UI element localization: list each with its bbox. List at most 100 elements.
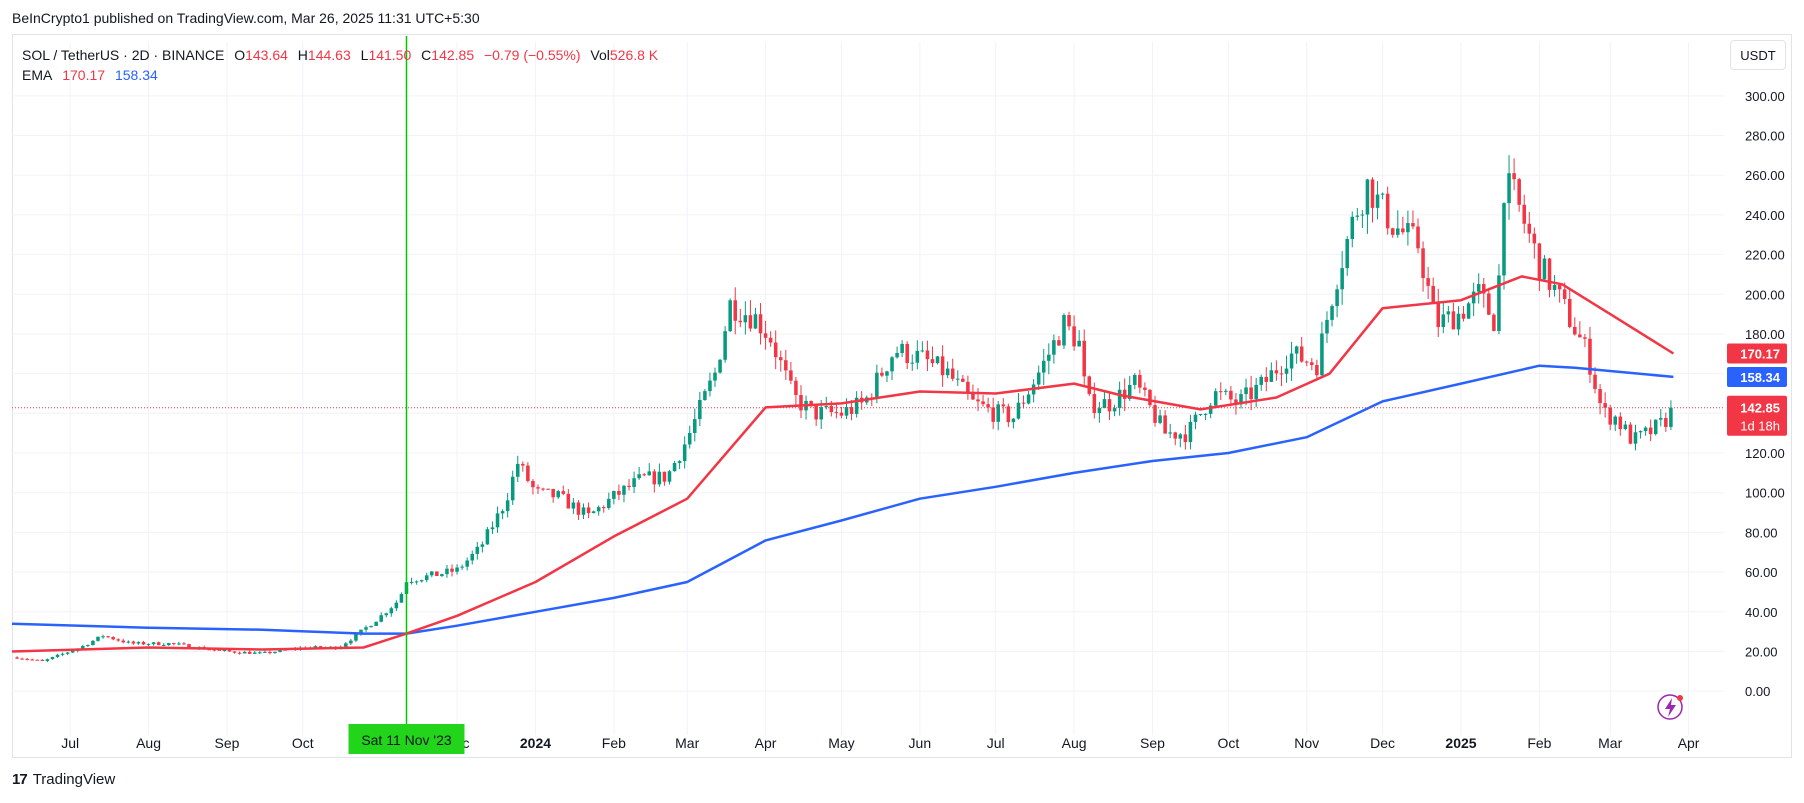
candle-body [440, 574, 444, 577]
candle-body [839, 412, 844, 416]
candle-body [591, 511, 596, 514]
candle-body [1193, 414, 1198, 422]
candle-body [455, 567, 459, 572]
candle-body [1218, 391, 1223, 393]
candle-body [976, 399, 980, 402]
candle-body [364, 627, 368, 630]
candle-body [885, 371, 889, 376]
candle-body [677, 461, 682, 464]
candle-body [465, 560, 469, 567]
publisher-line: BeInCrypto1 published on TradingView.com… [12, 10, 480, 26]
x-tick-label: Jul [987, 735, 1005, 751]
y-tick-label: 280.00 [1745, 129, 1785, 144]
candle-body [1471, 291, 1476, 304]
candle-body [768, 337, 773, 343]
legend-change: −0.79 (−0.55%) [484, 47, 581, 63]
ema-fast-price-label: 170.17 [1740, 346, 1780, 361]
candle-body [1426, 278, 1430, 286]
y-tick-label: 240.00 [1745, 208, 1785, 223]
candle-body [242, 651, 247, 654]
candle-body [571, 502, 576, 509]
currency-button[interactable]: USDT [1730, 40, 1786, 70]
lightning-icon[interactable] [1657, 694, 1683, 720]
ema-slow-price-label: 158.34 [1740, 370, 1781, 385]
legend-close-label: C [421, 47, 432, 63]
candle-body [121, 640, 126, 643]
legend-close-value: 142.85 [431, 47, 475, 63]
candle-body [910, 362, 915, 364]
candle-body [1613, 416, 1618, 425]
candle-body [986, 404, 990, 408]
candle-body [101, 636, 105, 638]
candle-body [1345, 239, 1349, 269]
legend-volume-label: Vol [590, 47, 610, 63]
candle-body [703, 391, 707, 401]
candle-body [1659, 418, 1663, 420]
candle-body [1406, 223, 1410, 233]
candle-body [627, 485, 631, 487]
candle-body [1006, 406, 1011, 423]
ema-slow-line [11, 364, 1674, 635]
candle-body [718, 359, 722, 373]
candle-body [829, 406, 834, 413]
candle-body [359, 629, 363, 634]
legend-symbol[interactable]: SOL / TetherUS · 2D · BINANCE [22, 47, 225, 63]
x-tick-label: Feb [602, 735, 626, 751]
candle-body [237, 652, 242, 654]
candle-body [131, 641, 136, 644]
candle-body [834, 412, 839, 414]
candle-body [521, 463, 525, 466]
candle-body [1653, 419, 1658, 435]
x-tick-label: Sep [1140, 735, 1165, 751]
candle-body [369, 625, 373, 628]
chart-frame [12, 34, 1792, 758]
candle-body [1198, 414, 1203, 416]
x-tick-label: Aug [1062, 735, 1087, 751]
candle-body [561, 491, 566, 494]
candle-body [374, 621, 378, 626]
candle-body [1628, 424, 1633, 444]
x-tick-label: Jun [909, 735, 932, 751]
candle-body [389, 608, 394, 614]
candle-body [849, 407, 854, 414]
candle-body [687, 432, 692, 445]
candle-body [1355, 215, 1360, 217]
candle-body [1224, 390, 1228, 392]
candle-body [409, 581, 414, 583]
candle-body [1416, 226, 1420, 249]
candle-body [96, 636, 100, 641]
candle-body [935, 356, 940, 364]
candle-body [824, 406, 829, 408]
candle-body [698, 400, 702, 420]
candle-body [1547, 258, 1552, 290]
notification-dot [1677, 695, 1683, 701]
tradingview-logo[interactable]: 17 TradingView [12, 771, 115, 788]
y-tick-label: 20.00 [1745, 644, 1778, 659]
candle-body [450, 568, 454, 572]
crosshair-date-label: Sat 11 Nov '23 [361, 732, 452, 748]
candle-body [617, 491, 621, 495]
candle-body [1441, 314, 1446, 328]
candle-body [1026, 394, 1031, 404]
candle-body [1289, 353, 1294, 369]
x-tick-label: Feb [1527, 735, 1551, 751]
candle-body [945, 368, 950, 376]
candle-body [991, 407, 995, 422]
candle-body [1229, 390, 1233, 400]
candle-body [1390, 228, 1395, 235]
candle-body [799, 394, 803, 411]
candle-body [65, 652, 70, 654]
legend-ema-label[interactable]: EMA [22, 67, 53, 83]
candle-body [146, 644, 151, 646]
candle-body [111, 637, 115, 640]
candle-body [713, 372, 717, 381]
candle-body [794, 380, 798, 395]
candle-body [1431, 285, 1435, 304]
candle-body [940, 356, 945, 376]
candle-body [1047, 354, 1051, 361]
candle-body [1421, 248, 1425, 279]
candle-body [662, 471, 667, 482]
candle-body [25, 658, 29, 660]
candle-body [1330, 306, 1334, 320]
